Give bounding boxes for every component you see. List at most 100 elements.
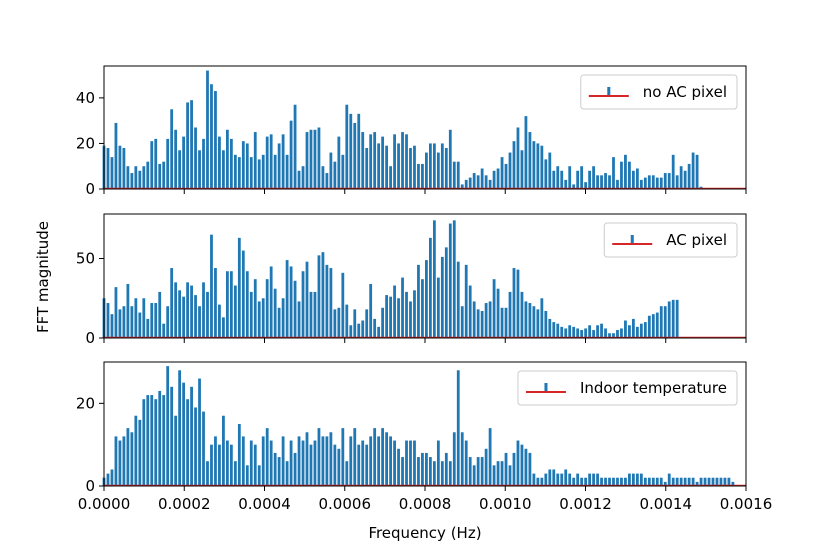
bar [261, 154, 265, 189]
bar [448, 223, 452, 338]
bar [162, 323, 166, 338]
x-tick-label: 0.0006 [319, 495, 372, 513]
bar [413, 290, 416, 338]
bar [671, 299, 675, 338]
bars [102, 366, 735, 486]
bar [233, 285, 237, 338]
bar [647, 175, 651, 189]
bar [146, 161, 150, 189]
bar [349, 436, 353, 486]
bar [198, 150, 201, 189]
bar [106, 473, 110, 486]
bar [385, 295, 389, 338]
bar [106, 303, 110, 338]
bar [333, 161, 337, 189]
bar [229, 138, 233, 189]
bar [285, 154, 289, 189]
bar [329, 152, 333, 189]
bar [257, 465, 261, 486]
bar [269, 440, 273, 486]
bar [425, 452, 428, 486]
bar [425, 260, 428, 338]
bar [261, 298, 265, 338]
y-tick-label: 0 [85, 329, 95, 347]
bar [592, 166, 595, 189]
bar [325, 436, 329, 486]
bar [436, 152, 440, 189]
bar [596, 175, 599, 189]
bar [643, 322, 647, 338]
bar [150, 395, 154, 486]
bar [257, 159, 261, 189]
bar [401, 457, 404, 486]
bar [393, 440, 396, 486]
bar [604, 173, 607, 189]
legend-bar [544, 383, 548, 391]
bar [544, 310, 548, 338]
bar [624, 477, 627, 486]
bar [409, 301, 412, 338]
bar [281, 298, 285, 338]
bar [405, 291, 408, 338]
bar [409, 148, 412, 189]
bar [293, 104, 297, 189]
bar [655, 177, 659, 189]
bar [612, 333, 615, 338]
bar [460, 306, 464, 338]
bar [277, 143, 281, 189]
bar [604, 477, 607, 486]
bar [245, 143, 249, 189]
bar [381, 136, 385, 189]
bar [592, 473, 595, 486]
bar [564, 179, 568, 189]
bar [146, 318, 150, 338]
bar [273, 154, 277, 189]
bar [540, 298, 544, 338]
bar [309, 444, 313, 486]
bar [162, 395, 166, 486]
bar [436, 277, 440, 338]
bar [440, 143, 444, 189]
bar [556, 323, 560, 338]
bar [663, 173, 667, 189]
bar [560, 326, 564, 338]
bar [460, 184, 464, 189]
bar [429, 237, 432, 338]
bar [138, 312, 142, 338]
bar [429, 143, 432, 189]
bar [186, 102, 189, 189]
bar [568, 166, 572, 189]
bar [174, 129, 178, 189]
bar [301, 271, 305, 338]
bar [472, 301, 476, 338]
bar [552, 170, 556, 189]
bar [568, 473, 572, 486]
bar [241, 436, 245, 486]
bar [417, 163, 420, 189]
legend: no AC pixel [580, 74, 738, 110]
bar [452, 161, 456, 189]
bar [381, 307, 385, 338]
bar [397, 448, 400, 486]
legend: AC pixel [603, 222, 738, 258]
bar [596, 473, 599, 486]
bar [444, 247, 448, 338]
bar [357, 444, 361, 486]
bar [452, 220, 456, 338]
bar [142, 166, 146, 189]
bar [333, 444, 337, 486]
bar [580, 477, 584, 486]
y-tick-label: 20 [76, 134, 95, 152]
bar [520, 444, 524, 486]
bar [421, 452, 424, 486]
bar [337, 136, 341, 189]
bar [381, 428, 385, 486]
bar [552, 469, 556, 486]
bar [345, 304, 349, 338]
bar [174, 415, 178, 486]
bar [182, 296, 185, 338]
panel-3: 0 20 0.0000 0.0002 0.0004 0.0006 0.0008 0.0010 0… [76, 361, 772, 513]
bar [612, 477, 615, 486]
bar [349, 113, 353, 189]
bar [114, 287, 118, 338]
